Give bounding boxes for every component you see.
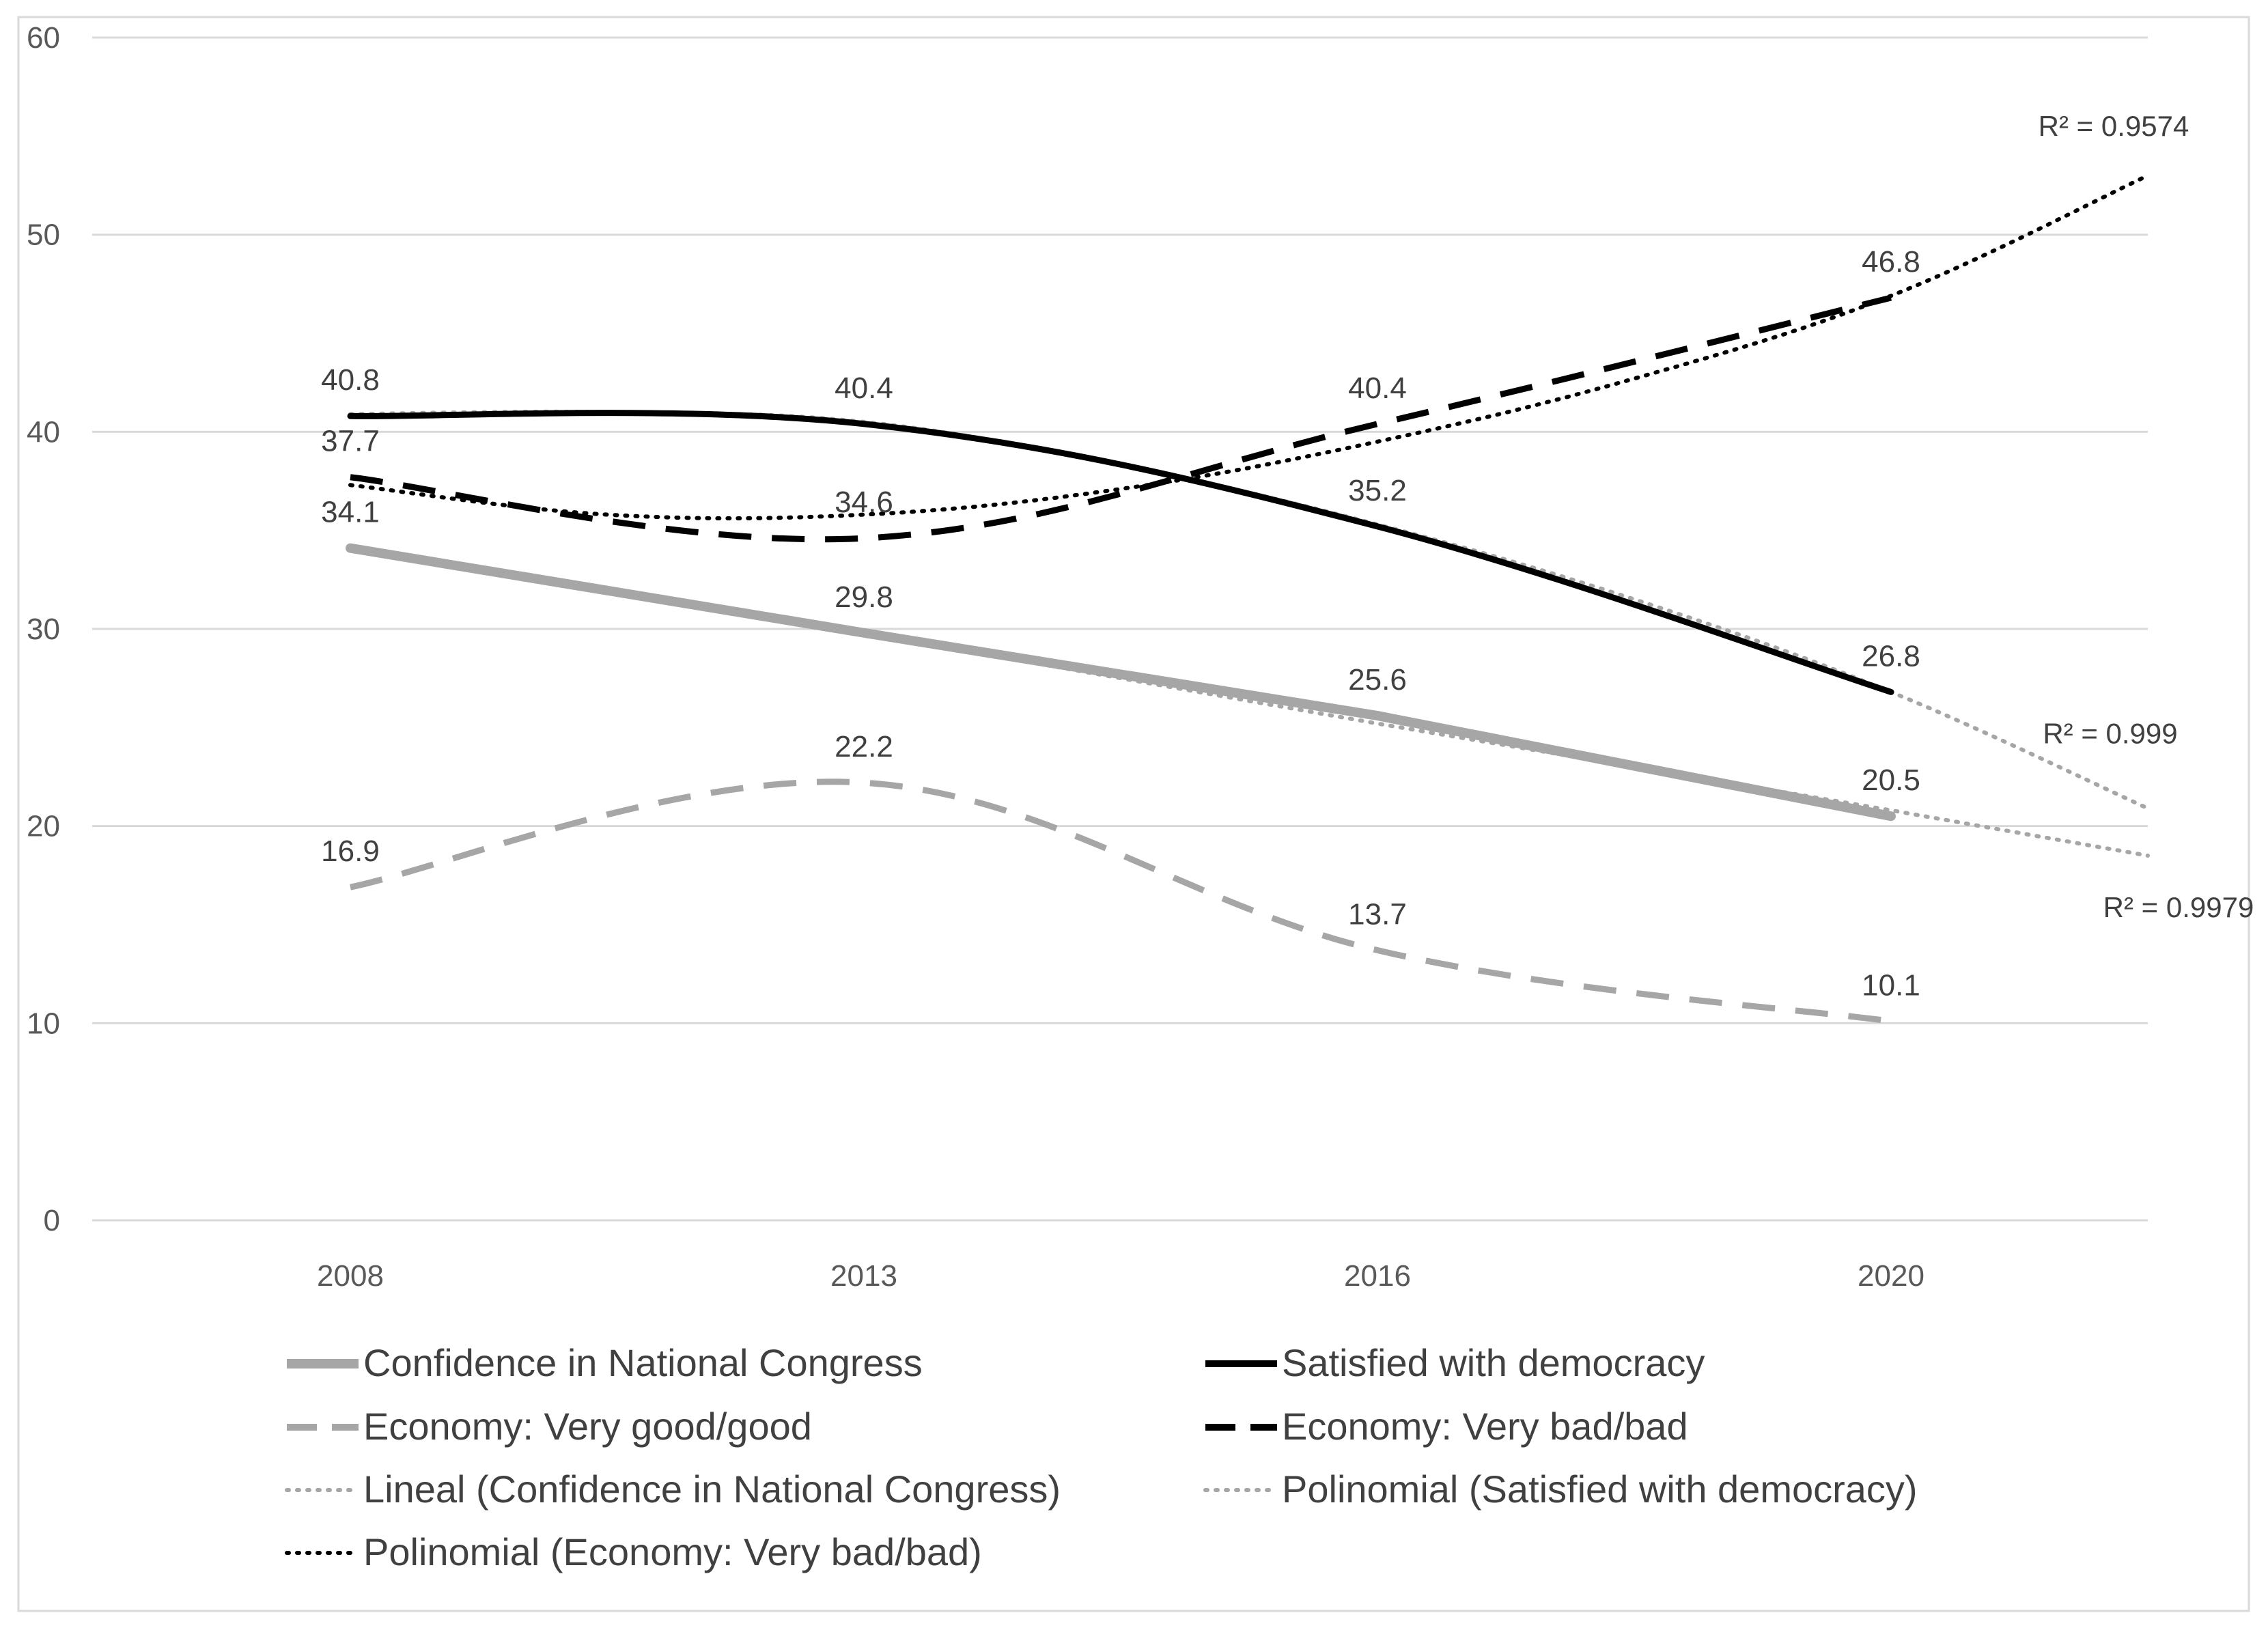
legend-item-polinomial-satisfied-with-democracy: Polinomial (Satisfied with democracy) [1203,1468,1918,1511]
data-label-economy-very-good-good: 10.1 [1862,968,1920,1002]
data-label-confidence-in-national-congress: 34.1 [321,496,380,529]
series-line-satisfied-with-democracy [347,410,1894,695]
data-label-satisfied-with-democracy: 26.8 [1862,639,1920,673]
legend-item-lineal-confidence-in-national-congress: Lineal (Confidence in National Congress) [285,1468,1061,1511]
r-squared-label: R² = 0.9979 [2103,891,2254,923]
r-squared-label: R² = 0.9574 [2039,110,2189,142]
data-label-economy-very-good-good: 16.9 [321,834,380,868]
r-squared-label: R² = 0.999 [2043,718,2177,750]
x-tick-label: 2013 [830,1259,897,1293]
x-tick-label: 2016 [1344,1259,1411,1293]
legend-label: Economy: Very good/good [363,1405,812,1448]
data-label-confidence-in-national-congress: 25.6 [1348,663,1407,697]
data-label-economy-very-good-good: 13.7 [1348,898,1407,931]
legend-item-economy-very-bad-bad: Economy: Very bad/bad [1205,1405,1688,1448]
legend-item-economy-very-good-good: Economy: Very good/good [287,1405,812,1448]
y-axis: 0 10 20 30 40 50 60 [27,21,60,1237]
y-tick-label: 0 [44,1204,60,1237]
data-label-economy-very-bad-bad: 46.8 [1862,245,1920,279]
y-tick-label: 40 [27,415,60,449]
series-lines [346,294,1896,1024]
x-tick-label: 2020 [1858,1259,1924,1293]
series-line-confidence-in-national-congress [346,543,1896,822]
legend-label: Economy: Very bad/bad [1282,1405,1688,1448]
data-label-economy-very-good-good: 22.2 [835,730,893,763]
legend-label: Polinomial (Economy: Very bad/bad) [363,1530,982,1573]
data-labels: 34.1 29.8 25.6 20.5 40.8 40.4 35.2 26.8 16.9 22.2… [321,245,1920,1002]
legend-label: Polinomial (Satisfied with democracy) [1282,1468,1918,1511]
data-label-satisfied-with-democracy: 40.8 [321,363,380,397]
x-axis: 2008 2013 2016 2020 [317,1259,1924,1293]
gridlines [92,36,2148,1222]
legend-label: Confidence in National Congress [363,1341,923,1384]
y-tick-label: 30 [27,613,60,646]
legend-item-polinomial-economy-very-bad-bad: Polinomial (Economy: Very bad/bad) [285,1530,982,1573]
legend-label: Satisfied with democracy [1282,1341,1705,1384]
data-label-economy-very-bad-bad: 34.6 [835,486,893,519]
legend: Confidence in National Congress Satisfied… [285,1341,1918,1573]
r-squared-labels: R² = 0.9979 R² = 0.999 R² = 0.9574 [2039,110,2254,923]
y-tick-label: 60 [27,21,60,55]
data-label-confidence-in-national-congress: 20.5 [1862,763,1920,797]
data-label-satisfied-with-democracy: 40.4 [835,371,893,405]
trendline-polinomial-economy-very-bad-bad [348,173,2150,521]
data-label-economy-very-bad-bad: 40.4 [1348,371,1407,405]
legend-item-confidence-in-national-congress: Confidence in National Congress [287,1341,923,1384]
data-label-confidence-in-national-congress: 29.8 [835,580,893,614]
y-tick-label: 20 [27,810,60,843]
series-line-economy-very-bad-bad [350,294,1892,543]
legend-label: Lineal (Confidence in National Congress) [363,1468,1061,1511]
data-label-economy-very-bad-bad: 37.7 [321,425,380,458]
series-line-economy-very-good-good [350,778,1892,1024]
x-tick-label: 2008 [317,1259,384,1293]
legend-item-satisfied-with-democracy: Satisfied with democracy [1205,1341,1705,1384]
y-tick-label: 10 [27,1007,60,1040]
y-tick-label: 50 [27,219,60,252]
data-label-satisfied-with-democracy: 35.2 [1348,474,1407,507]
